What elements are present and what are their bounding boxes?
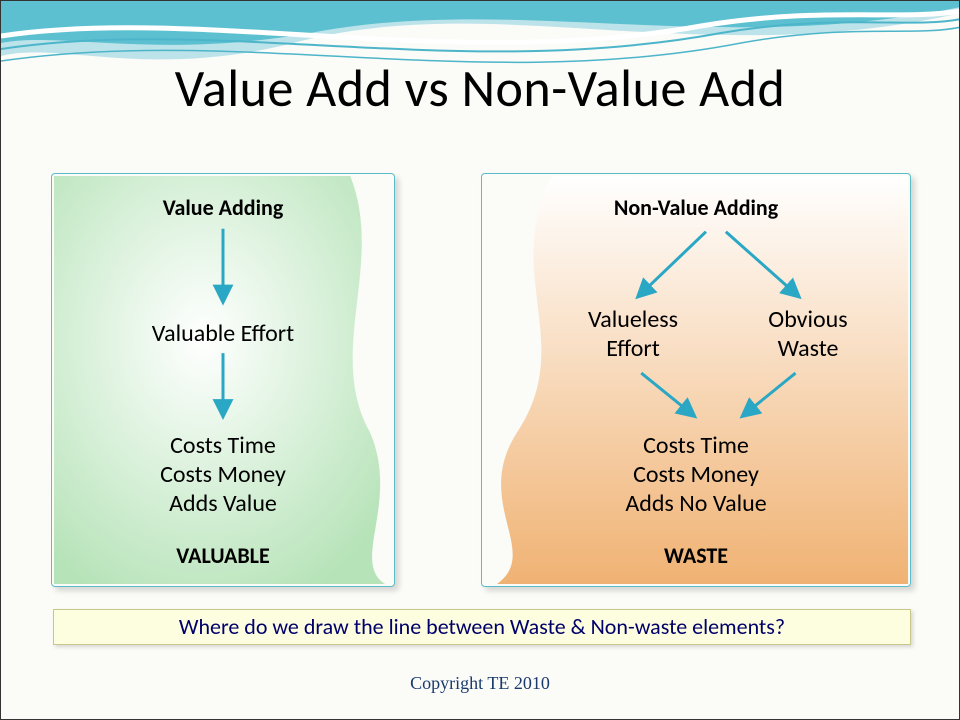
slide-title: Value Add vs Non-Value Add [1, 56, 959, 120]
node-obvious-waste: Obvious Waste [728, 306, 888, 364]
question-banner: Where do we draw the line between Waste … [53, 609, 911, 645]
panel-value-adding: Value Adding Valuable Effort Costs Time … [51, 173, 395, 587]
node-value-costs: Costs Time Costs Money Adds Value [52, 432, 394, 518]
panel-value-adding-footer: VALUABLE [52, 542, 394, 569]
node-valueless-effort: Valueless Effort [548, 306, 718, 364]
node-waste-costs: Costs Time Costs Money Adds No Value [482, 432, 910, 518]
panel-value-adding-bg [52, 174, 394, 586]
panel-non-value-adding-footer: WASTE [482, 542, 910, 569]
panel-non-value-adding: Non-Value Adding Valueless Effort Obviou… [481, 173, 911, 587]
panel-non-value-adding-title: Non-Value Adding [482, 194, 910, 221]
slide: Value Add vs Non-Value Add Value Adding … [0, 0, 960, 720]
panel-value-adding-title: Value Adding [52, 194, 394, 221]
panel-non-value-adding-bg [482, 174, 910, 586]
copyright-text: Copyright TE 2010 [1, 673, 959, 694]
node-valuable-effort: Valuable Effort [52, 320, 394, 349]
